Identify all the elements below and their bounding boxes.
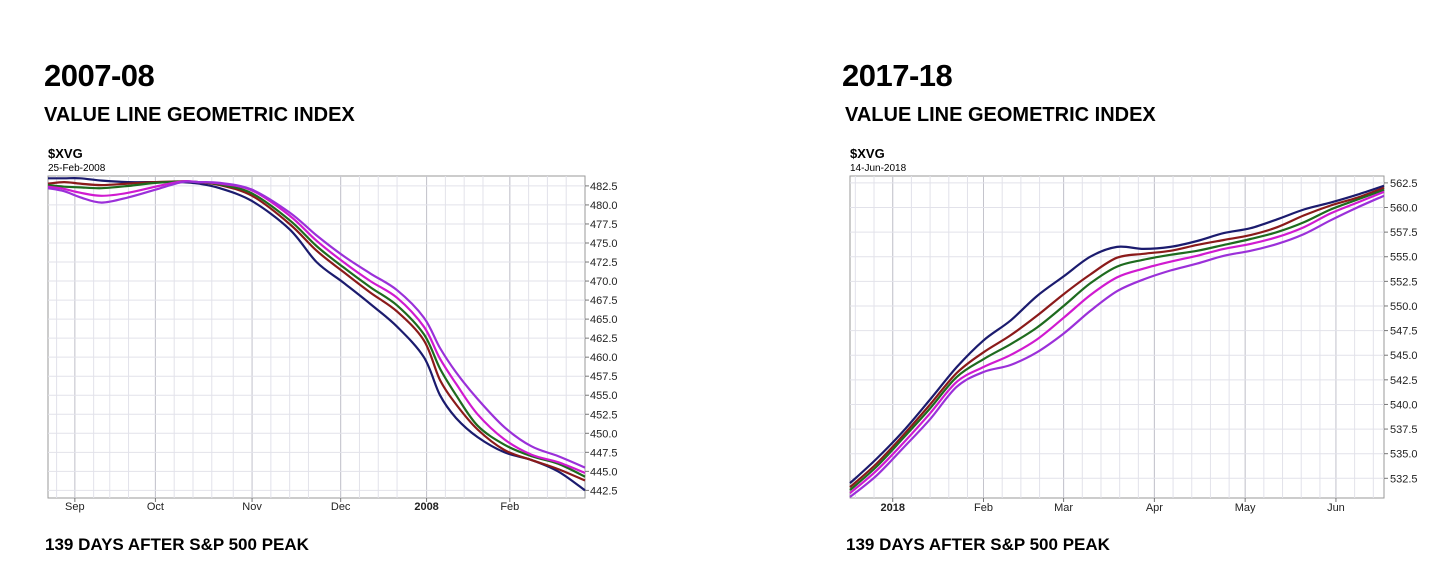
- panel-2017-18: 2017-18 VALUE LINE GEOMETRIC INDEX $XVG 1…: [798, 0, 1455, 587]
- footer-note: 139 DAYS AFTER S&P 500 PEAK: [45, 535, 309, 554]
- x-tick-label: Oct: [147, 501, 164, 513]
- x-tick-label: Sep: [65, 501, 85, 513]
- y-tick-label: 550.0: [1390, 301, 1418, 313]
- y-tick-label: 540.0: [1390, 399, 1418, 411]
- y-tick-label: 462.5: [590, 333, 618, 345]
- y-tick-label: 535.0: [1390, 449, 1418, 461]
- y-tick-label: 532.5: [1390, 473, 1418, 485]
- y-tick-label: 562.5: [1390, 178, 1418, 190]
- x-tick-label: 2008: [414, 501, 438, 513]
- y-tick-label: 545.0: [1390, 350, 1418, 362]
- plot-area: [849, 175, 1385, 499]
- x-tick-label: Dec: [331, 501, 351, 513]
- y-tick-label: 557.5: [1390, 227, 1418, 239]
- y-tick-label: 555.0: [1390, 252, 1418, 264]
- x-tick-label: Feb: [500, 501, 519, 513]
- x-tick-label: Feb: [974, 502, 993, 514]
- series-line: [47, 180, 586, 478]
- series-line: [849, 194, 1385, 498]
- y-tick-label: 472.5: [590, 257, 618, 269]
- y-tick-label: 560.0: [1390, 203, 1418, 215]
- series-line: [47, 180, 586, 469]
- y-tick-label: 447.5: [590, 447, 618, 459]
- x-tick-label: Nov: [242, 501, 262, 513]
- y-tick-label: 467.5: [590, 295, 618, 307]
- y-tick-label: 470.0: [590, 276, 618, 288]
- y-tick-label: 537.5: [1390, 424, 1418, 436]
- y-tick-label: 457.5: [590, 371, 618, 383]
- x-tick-label: 2018: [880, 502, 904, 514]
- x-tick-label: May: [1235, 502, 1256, 514]
- chart-date: 25-Feb-2008: [48, 163, 106, 174]
- y-tick-label: 552.5: [1390, 276, 1418, 288]
- y-tick-label: 465.0: [590, 314, 618, 326]
- series-line: [47, 180, 586, 482]
- y-tick-label: 547.5: [1390, 326, 1418, 338]
- y-tick-label: 455.0: [590, 390, 618, 402]
- panel-2007-08: 2007-08 VALUE LINE GEOMETRIC INDEX $XVG 2…: [0, 0, 727, 587]
- chart-symbol: $XVG: [850, 146, 885, 161]
- y-tick-label: 475.0: [590, 238, 618, 250]
- y-tick-label: 482.5: [590, 181, 618, 193]
- chart-date: 14-Jun-2018: [850, 163, 907, 174]
- series-line: [849, 186, 1385, 489]
- footer-note: 139 DAYS AFTER S&P 500 PEAK: [846, 535, 1110, 554]
- y-tick-label: 477.5: [590, 219, 618, 231]
- y-tick-label: 450.0: [590, 428, 618, 440]
- series-line: [47, 179, 586, 474]
- y-tick-label: 480.0: [590, 200, 618, 212]
- y-tick-label: 460.0: [590, 352, 618, 364]
- series-line: [849, 184, 1385, 485]
- series-line: [849, 190, 1385, 494]
- y-tick-label: 542.5: [1390, 375, 1418, 387]
- y-tick-label: 452.5: [590, 409, 618, 421]
- chart-2007-08: $XVG 25-Feb-2008 482.5 480.0 477.5 475.0 472.5…: [47, 146, 618, 513]
- x-tick-label: Jun: [1327, 502, 1345, 514]
- series-line: [47, 177, 586, 492]
- period-title: 2017-18: [842, 58, 953, 93]
- chart-symbol: $XVG: [48, 146, 83, 161]
- x-tick-label: Apr: [1146, 502, 1163, 514]
- chart-2017-18: $XVG 14-Jun-2018 562.5 560.0 557.5 555.0 552.5…: [849, 146, 1418, 514]
- index-title: VALUE LINE GEOMETRIC INDEX: [44, 104, 355, 126]
- x-tick-label: Mar: [1054, 502, 1073, 514]
- y-tick-label: 442.5: [590, 485, 618, 497]
- index-title: VALUE LINE GEOMETRIC INDEX: [845, 104, 1156, 126]
- period-title: 2007-08: [44, 58, 155, 93]
- y-tick-label: 445.0: [590, 466, 618, 478]
- series-line: [849, 188, 1385, 491]
